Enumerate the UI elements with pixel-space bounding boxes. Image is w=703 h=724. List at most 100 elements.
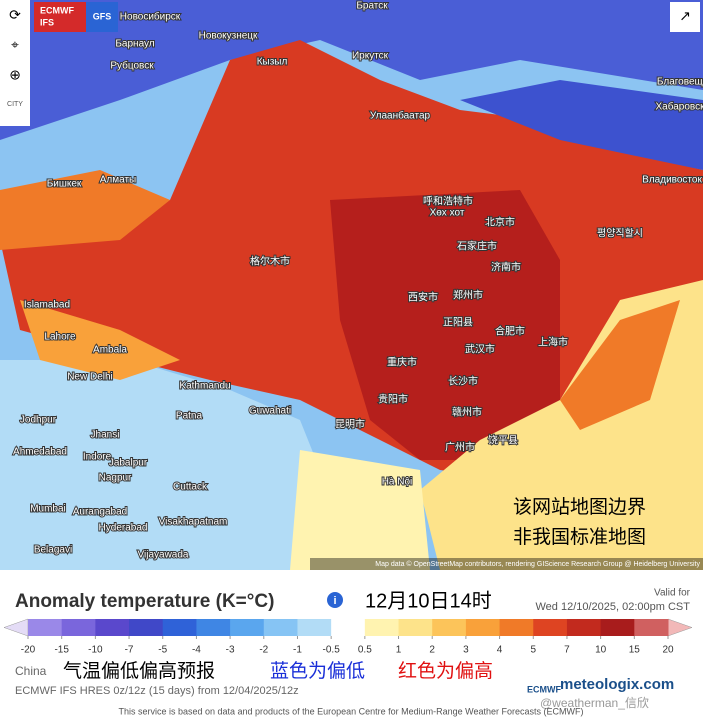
map-label: Indore	[83, 452, 112, 463]
scale-tick-label: -7	[125, 645, 134, 656]
map-label: Hà Nội	[382, 477, 413, 488]
scale-cell	[533, 619, 567, 636]
map-label: Хабаровск	[656, 101, 703, 113]
map-label: Иркутск	[352, 51, 389, 62]
scale-tick-label: 20	[662, 645, 674, 656]
scale-tick-label: -5	[158, 645, 167, 656]
scale-tick-label: 3	[463, 645, 469, 656]
map-label: 饶平县	[488, 434, 518, 447]
scale-tick-label: 0.5	[358, 645, 372, 656]
map-label: 长沙市	[448, 375, 478, 388]
map-label: 上海市	[538, 336, 568, 349]
scale-tick-label: -3	[226, 645, 235, 656]
map-label: Новокузнецк	[199, 31, 258, 42]
run-info: ECMWF IFS HRES 0z/12z (15 days) from 12/…	[15, 685, 299, 697]
map-label: Mumbai	[30, 504, 66, 515]
map-label: 武汉市	[465, 343, 495, 356]
map-label: 贵阳市	[378, 393, 408, 406]
map-label: New Delhi	[67, 372, 113, 383]
scale-tick-label: -4	[192, 645, 201, 656]
scale-cell	[163, 619, 197, 636]
title: Anomaly temperature (K=°C)	[15, 591, 274, 612]
map-label: 石家庄市	[457, 240, 497, 253]
map-label: 广州市	[445, 441, 475, 454]
map-label: Jabalpur	[109, 458, 148, 469]
map-label: 正阳县	[443, 317, 473, 329]
scale-cell	[196, 619, 230, 636]
map-label: Jhansi	[91, 430, 120, 441]
model-tab-label: ECMWF	[40, 5, 74, 15]
map-label: 北京市	[485, 216, 515, 229]
scale-tick-label: -2	[259, 645, 268, 656]
map-label: 昆明市	[335, 418, 365, 431]
map-label: Новосибирск	[120, 11, 181, 23]
model-tab-label: GFS	[93, 11, 112, 21]
map-label: 格尔木市	[250, 255, 290, 268]
map-label: Guwahati	[249, 406, 291, 417]
caption-note: 气温偏低偏高预报	[63, 660, 215, 682]
caption-red: 红色为偏高	[398, 660, 493, 682]
scale-cell	[500, 619, 534, 636]
map-label: Hyderabad	[99, 523, 148, 534]
scale-cell	[601, 619, 635, 636]
scale-arrow	[4, 619, 28, 636]
map-label: 重庆市	[387, 356, 417, 369]
map-label: Cuttack	[173, 482, 208, 493]
attribution: Map data © OpenStreetMap contributors, r…	[375, 560, 700, 568]
scale-tick-label: 5	[530, 645, 536, 656]
scale-tick-label: 1	[396, 645, 402, 656]
map-label: Jodhpur	[20, 415, 57, 426]
map-notice: 非我国标准地图	[513, 526, 646, 548]
map-label: Belagavi	[34, 545, 72, 556]
map-label: Братск	[356, 1, 388, 12]
city-toggle[interactable]: CITY	[7, 101, 23, 108]
map-label: Хөх хот	[430, 208, 465, 219]
map-label: 济南市	[491, 261, 521, 274]
map-label: 合肥市	[495, 325, 525, 338]
scale-cell	[95, 619, 129, 636]
map-label: 西安市	[408, 291, 438, 304]
map-label: Aurangabad	[73, 507, 128, 518]
scale-tick-label: -1	[293, 645, 302, 656]
scale-cell	[230, 619, 264, 636]
scale-cell	[466, 619, 500, 636]
map-label: Ahmedabad	[13, 447, 67, 458]
scale-cell	[634, 619, 668, 636]
map-label: Благовещенск	[657, 77, 703, 88]
map-label: 평양직할시	[597, 228, 643, 240]
map-label: Владивосток	[642, 175, 702, 186]
map: ⟳ ⌖ ⊕ CITY ECMWF IFS GFS ↗ НовосибирскБа…	[0, 0, 703, 570]
region: China	[15, 664, 47, 678]
scale-tick-label: -15	[54, 645, 69, 656]
scale-arrow	[668, 619, 692, 636]
map-label: Vijayawada	[138, 550, 189, 561]
scale-cell	[264, 619, 298, 636]
locate-button[interactable]: ⌖	[11, 37, 19, 53]
scale-cell	[432, 619, 466, 636]
scale-cell	[62, 619, 96, 636]
scale-cell	[567, 619, 601, 636]
scale-tick-label: 15	[629, 645, 641, 656]
map-label: Алматы	[100, 175, 137, 186]
ecmwf-logo: ECMWF	[527, 684, 561, 694]
footer: This service is based on data and produc…	[118, 706, 583, 716]
scale-cell	[129, 619, 163, 636]
zoom-button[interactable]: ⊕	[9, 67, 21, 83]
scale-tick-label: -0.5	[323, 645, 341, 656]
valid-label: Valid for	[654, 588, 691, 599]
info-icon: i	[333, 595, 336, 607]
scale-tick-label: 2	[429, 645, 435, 656]
scale-tick-label: 7	[564, 645, 570, 656]
refresh-button[interactable]: ⟳	[9, 7, 21, 23]
map-label: Рубцовск	[110, 60, 154, 72]
map-label: Кызыл	[257, 57, 288, 68]
map-label: Барнаул	[115, 39, 154, 50]
scale-cell	[331, 619, 365, 636]
map-label: 赣州市	[452, 406, 482, 419]
scale-tick-label: 4	[497, 645, 503, 656]
map-label: Ambala	[93, 345, 127, 356]
map-label: Islamabad	[24, 300, 70, 311]
map-label: Улаанбаатар	[370, 110, 431, 122]
caption-blue: 蓝色为偏低	[270, 660, 365, 682]
